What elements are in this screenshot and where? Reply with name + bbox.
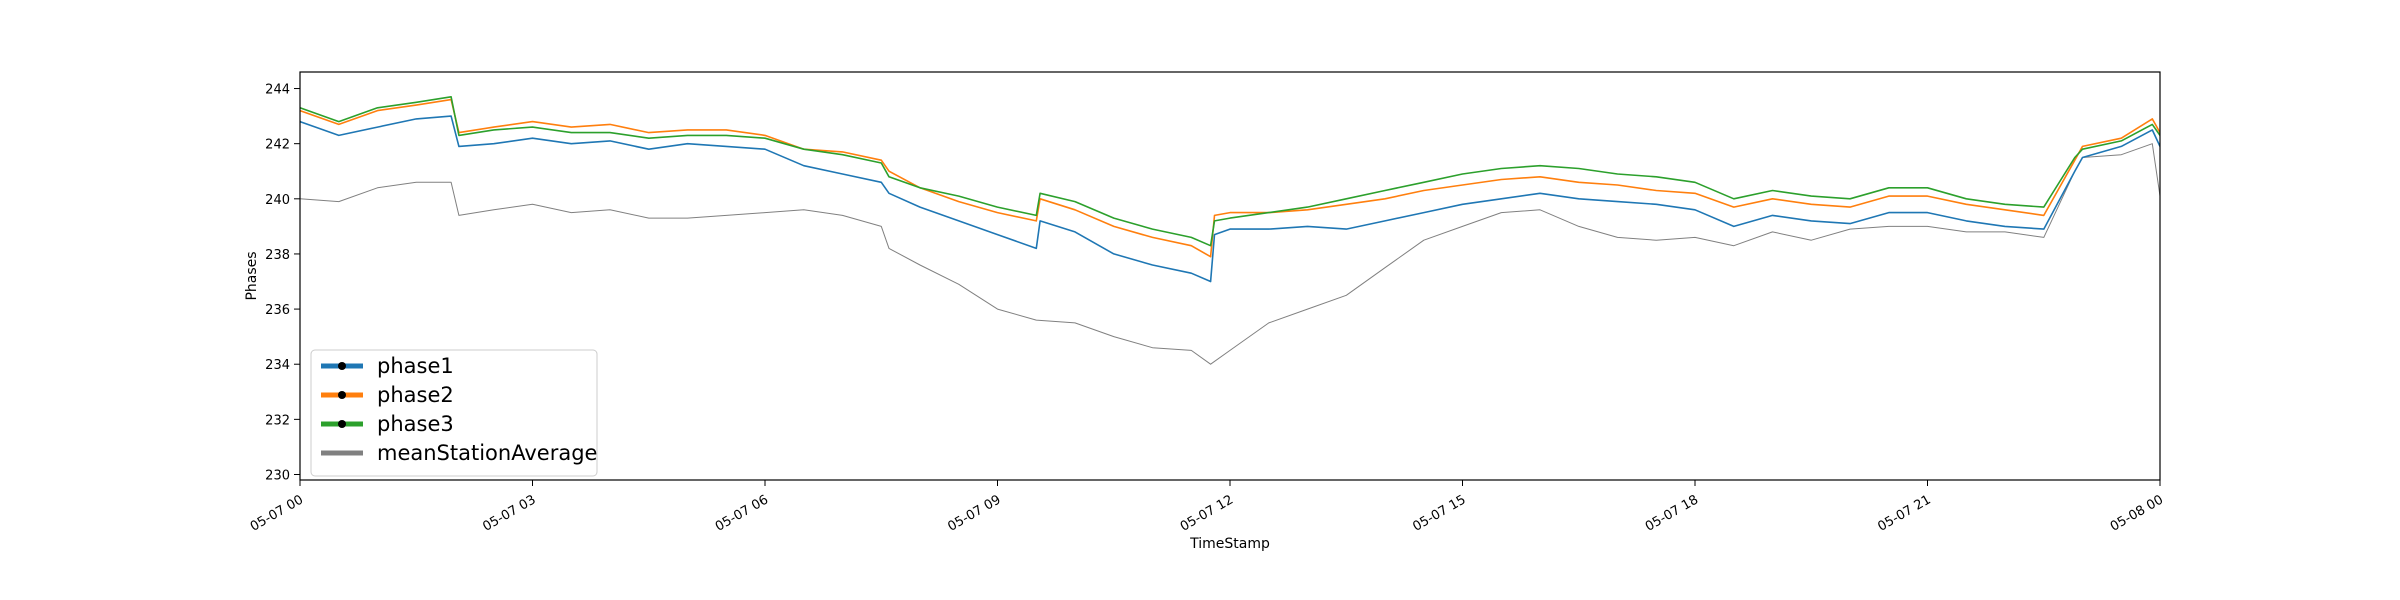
- y-tick-label: 244: [265, 83, 290, 98]
- legend-label-phase1: phase1: [377, 354, 454, 378]
- y-axis-label: Phases: [244, 251, 260, 300]
- x-tick-label: 05-07 15: [1410, 492, 1468, 534]
- x-axis: 05-07 00 05-07 03 05-07 06 05-07 09 05-07 12…: [248, 480, 2166, 535]
- legend: phase1 phase2 phase3 meanStationAverage: [310, 349, 598, 477]
- series-line-phase3: [300, 96, 2160, 247]
- legend-label-phase2: phase2: [377, 383, 454, 407]
- legend-marker-phase1: [338, 362, 346, 370]
- y-axis: 230 232 234 236 238 240 242 244: [265, 83, 300, 483]
- x-tick-label: 05-07 12: [1178, 492, 1236, 534]
- x-tick-label: 05-07 00: [248, 492, 306, 534]
- series-line-meanStationAverage: [300, 143, 2160, 365]
- x-tick-label: 05-07 06: [713, 492, 771, 534]
- plot-background: [300, 72, 2160, 480]
- y-tick-label: 236: [265, 303, 290, 318]
- legend-marker-phase3: [338, 420, 346, 428]
- y-tick-label: 240: [265, 193, 290, 208]
- x-axis-label: TimeStamp: [1189, 536, 1270, 552]
- y-tick-label: 234: [265, 358, 290, 373]
- y-tick-label: 232: [265, 413, 290, 428]
- x-tick-label: 05-07 09: [945, 492, 1003, 534]
- legend-label-meanStationAverage: meanStationAverage: [377, 441, 597, 465]
- x-tick-label: 05-07 21: [1875, 492, 1933, 534]
- series-layer: [300, 96, 2160, 365]
- series-line-phase1: [300, 115, 2160, 283]
- legend-marker-phase2: [338, 391, 346, 399]
- legend-label-phase3: phase3: [377, 412, 454, 436]
- x-tick-label: 05-07 03: [480, 492, 538, 534]
- legend-box: [310, 349, 598, 477]
- y-tick-label: 242: [265, 138, 290, 153]
- x-tick-label: 05-08 00: [2108, 492, 2166, 534]
- x-tick-label: 05-07 18: [1643, 492, 1701, 534]
- y-tick-label: 238: [265, 248, 290, 263]
- y-tick-label: 230: [265, 468, 290, 483]
